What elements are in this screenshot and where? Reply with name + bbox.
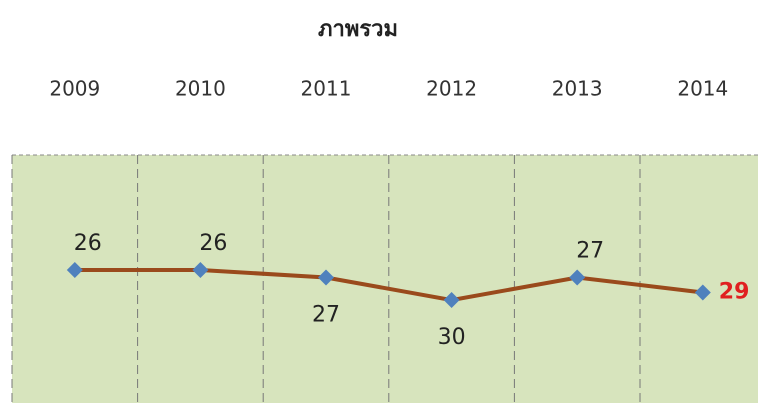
x-tick-label: 2012 <box>426 77 477 101</box>
marker <box>66 261 83 278</box>
data-label: 26 <box>199 231 227 256</box>
data-label: 27 <box>576 238 604 263</box>
chart-title: ภาพรวม <box>318 17 398 42</box>
x-tick-label: 2013 <box>552 77 603 101</box>
marker <box>443 292 460 309</box>
marker <box>192 261 209 278</box>
marker <box>318 269 334 286</box>
data-label: 26 <box>74 231 102 256</box>
data-label: 30 <box>438 325 466 350</box>
x-tick-label: 2010 <box>175 77 226 101</box>
marker <box>569 269 586 286</box>
x-tick-label: 2014 <box>677 77 728 101</box>
data-label: 29 <box>719 280 750 305</box>
line <box>74 267 704 303</box>
marker <box>694 284 711 301</box>
data-label: 27 <box>312 302 340 327</box>
plot-area <box>12 155 758 403</box>
x-tick-label: 2009 <box>49 77 100 101</box>
x-tick-label: 2011 <box>301 77 352 101</box>
